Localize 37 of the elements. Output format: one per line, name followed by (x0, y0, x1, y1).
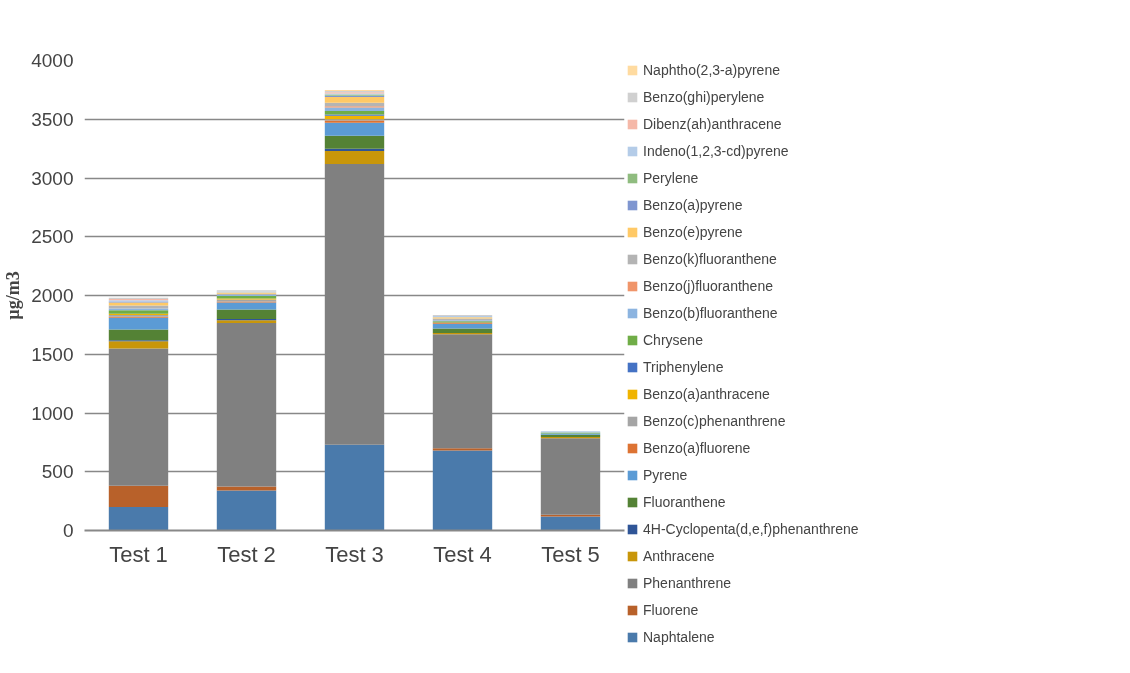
y-tick-label: 1000 (31, 402, 74, 424)
x-tick-label: Test 3 (325, 541, 384, 567)
legend-label: Dibenz(ah)anthracene (643, 116, 782, 132)
legend-label: Benzo(a)fluorene (643, 440, 751, 456)
legend-label: Naphtho(2,3-a)pyrene (643, 62, 780, 78)
legend-label: Triphenylene (643, 359, 724, 375)
legend-label: Indeno(1,2,3-cd)pyrene (643, 143, 789, 159)
y-tick-label: 2500 (31, 226, 74, 248)
legend-label: Benzo(e)pyrene (643, 224, 743, 240)
legend-label: Chrysene (643, 332, 703, 348)
legend-label: Phenanthrene (643, 575, 731, 591)
legend-label: Fluoranthene (643, 494, 726, 510)
x-tick-label: Test 5 (541, 541, 600, 567)
y-tick-label: 3000 (31, 167, 74, 189)
legend-label: Benzo(k)fluoranthene (643, 251, 777, 267)
legend-label: Naphtalene (643, 629, 715, 645)
legend-label: Pyrene (643, 467, 688, 483)
y-tick-label: 0 (62, 520, 74, 541)
x-tick-label: Test 2 (217, 541, 276, 567)
legend-label: Benzo(c)phenanthrene (643, 413, 786, 429)
x-tick-label: Test 4 (433, 541, 492, 567)
y-tick-label: 2000 (31, 285, 74, 306)
y-tick-label: 1500 (31, 343, 74, 365)
y-axis-title: µg/m3 (3, 271, 24, 320)
legend-label: Perylene (643, 170, 699, 186)
legend-label: Benzo(a)pyrene (643, 197, 743, 213)
x-tick-label: Test 1 (109, 541, 168, 567)
legend-label: Benzo(b)fluoranthene (643, 305, 778, 321)
legend-label: Fluorene (643, 602, 699, 618)
y-tick-label: 4000 (31, 50, 74, 71)
y-tick-label: 500 (41, 461, 74, 483)
legend-label: Benzo(ghi)perylene (643, 89, 765, 105)
y-tick-label: 3500 (31, 108, 74, 130)
legend-label: 4H-Cyclopenta(d,e,f)phenanthrene (643, 521, 859, 537)
legend-label: Benzo(a)anthracene (643, 386, 770, 402)
legend-label: Benzo(j)fluoranthene (643, 278, 773, 294)
legend-label: Anthracene (643, 548, 715, 564)
